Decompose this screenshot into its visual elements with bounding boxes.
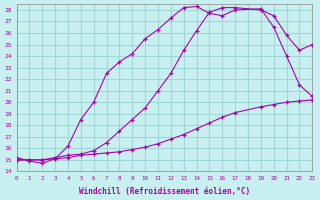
X-axis label: Windchill (Refroidissement éolien,°C): Windchill (Refroidissement éolien,°C) — [79, 187, 250, 196]
